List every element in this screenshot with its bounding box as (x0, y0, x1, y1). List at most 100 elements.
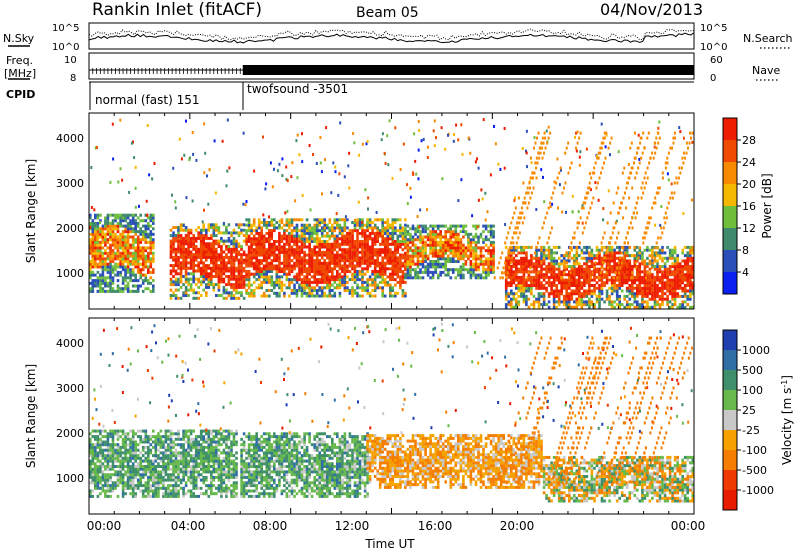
heatmap-cell (492, 246, 495, 250)
heatmap-cell (320, 226, 324, 230)
heatmap-cell (436, 251, 440, 255)
heatmap-cell (109, 270, 112, 274)
heatmap-cell (421, 230, 425, 234)
heatmap-cell (230, 294, 233, 297)
heatmap-cell (149, 243, 153, 247)
heatmap-cell (310, 237, 314, 241)
heatmap-cell (535, 281, 538, 285)
heatmap-cell (290, 240, 294, 243)
heatmap-cell (424, 246, 427, 250)
heatmap-cell (517, 245, 521, 249)
heatmap-cell (439, 224, 442, 228)
heatmap-cell (487, 251, 490, 255)
heatmap-cell (336, 272, 339, 276)
heatmap-cell (141, 251, 145, 255)
heatmap-cell (394, 264, 397, 268)
heatmap-cell (525, 270, 528, 274)
heatmap-cell (444, 224, 447, 228)
heatmap-cell (124, 279, 127, 283)
heatmap-cell (514, 226, 517, 230)
heatmap-cell (182, 255, 185, 259)
heatmap-cell (686, 262, 689, 266)
heatmap-cell (326, 286, 329, 290)
heatmap-cell (605, 256, 609, 260)
heatmap-cell (283, 270, 286, 273)
heatmap-cell (547, 300, 551, 304)
heatmap-cell (545, 275, 548, 279)
heatmap-cell (275, 270, 279, 273)
heatmap-cell (459, 265, 463, 269)
heatmap-cell (136, 246, 140, 250)
heatmap-cell (368, 261, 372, 265)
heatmap-cell (633, 294, 637, 298)
heatmap-cell (101, 287, 105, 291)
heatmap-cell (237, 275, 241, 278)
heatmap-cell (517, 236, 520, 240)
heatmap-cell (518, 221, 521, 225)
heatmap-cell (658, 286, 662, 290)
heatmap-cell (116, 240, 120, 244)
heatmap-cell (469, 260, 473, 263)
heatmap-cell (454, 254, 458, 258)
heatmap-cell (126, 270, 130, 274)
heatmap-cell (517, 278, 521, 282)
heatmap-cell (139, 238, 142, 242)
heatmap-cell (540, 286, 543, 290)
heatmap-cell (396, 245, 400, 249)
heatmap-cell (575, 292, 579, 296)
heatmap-cell (537, 284, 541, 287)
heatmap-cell (691, 251, 695, 255)
heatmap-cell (119, 224, 122, 228)
heatmap-cell (474, 273, 478, 277)
heatmap-cell (333, 264, 337, 268)
heatmap-cell (285, 264, 289, 268)
heatmap-cell (280, 289, 284, 292)
heatmap-cell (598, 305, 601, 309)
heatmap-cell (658, 254, 662, 258)
heatmap-cell (128, 190, 131, 194)
heatmap-cell (341, 267, 344, 271)
heatmap-cell (429, 251, 432, 255)
heatmap-cell (600, 281, 604, 285)
heatmap-cell (295, 259, 299, 263)
heatmap-cell (489, 249, 493, 253)
heatmap-cell (582, 201, 585, 205)
heatmap-cell (247, 221, 251, 224)
heatmap-cell (426, 227, 430, 231)
heatmap-cell (109, 249, 112, 253)
heatmap-cell (136, 243, 140, 247)
heatmap-cell (439, 273, 442, 277)
heatmap-cell (646, 303, 649, 307)
heatmap-cell (320, 261, 324, 265)
heatmap-cell (315, 162, 318, 165)
heatmap-cell (610, 136, 613, 140)
heatmap-cell (235, 291, 238, 295)
heatmap-cell (528, 181, 531, 185)
heatmap-cell (90, 206, 93, 209)
heatmap-cell (656, 300, 659, 304)
heatmap-cell (454, 240, 458, 244)
heatmap-cell (227, 247, 231, 251)
heatmap-cell (525, 297, 528, 301)
heatmap-cell (673, 256, 677, 260)
heatmap-cell (363, 280, 367, 284)
heatmap-cell (638, 161, 641, 165)
heatmap-cell (308, 280, 311, 284)
heatmap-cell (598, 259, 601, 263)
heatmap-cell (661, 278, 664, 282)
heatmap-cell (435, 136, 437, 140)
heatmap-cell (589, 206, 592, 210)
heatmap-cell (237, 264, 241, 268)
heatmap-cell (436, 224, 440, 228)
heatmap-cell (676, 286, 679, 290)
heatmap-cell (657, 126, 660, 130)
heatmap-cell (318, 245, 321, 249)
heatmap-cell (232, 283, 236, 287)
heatmap-cell (333, 286, 337, 290)
heatmap-cell (129, 219, 132, 223)
heatmap-cell (242, 283, 246, 287)
heatmap-cell (280, 286, 284, 290)
heatmap-cell (363, 245, 367, 249)
heatmap-cell (131, 262, 135, 266)
heatmap-cell (280, 237, 284, 241)
